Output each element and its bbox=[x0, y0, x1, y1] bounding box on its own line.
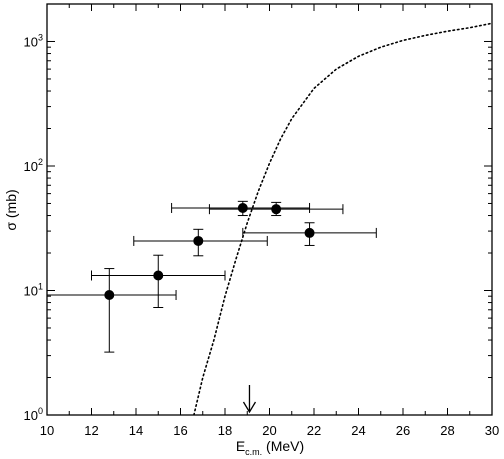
points-layer bbox=[46, 200, 377, 353]
data-marker bbox=[304, 227, 315, 238]
x-tick-label: 30 bbox=[485, 423, 499, 438]
theory-curve-dotted bbox=[193, 22, 492, 415]
x-tick-label: 26 bbox=[396, 423, 410, 438]
y-tick-label-base: 10 bbox=[24, 283, 38, 298]
data-marker bbox=[153, 270, 164, 281]
y-tick-label: 102 bbox=[24, 157, 43, 174]
y-tick-label-exponent: 0 bbox=[38, 406, 43, 416]
data-point bbox=[208, 201, 344, 217]
x-tick-label: 22 bbox=[307, 423, 321, 438]
x-axis-title-main: E bbox=[236, 438, 245, 454]
data-point bbox=[46, 268, 177, 353]
data-marker bbox=[193, 235, 204, 246]
x-tick-label: 28 bbox=[440, 423, 454, 438]
x-axis-title: Ec.m. (MeV) bbox=[236, 438, 304, 457]
x-tick-label: 24 bbox=[351, 423, 365, 438]
annotation-layer bbox=[242, 385, 257, 414]
y-tick-label-exponent: 2 bbox=[38, 157, 43, 167]
x-tick-label: 12 bbox=[84, 423, 98, 438]
x-tick-label: 10 bbox=[40, 423, 54, 438]
y-tick-label-base: 10 bbox=[24, 159, 38, 174]
data-point bbox=[133, 228, 268, 257]
data-point bbox=[171, 200, 311, 217]
data-point bbox=[91, 254, 226, 309]
y-tick-label-base: 10 bbox=[24, 34, 38, 49]
y-tick-label-base: 10 bbox=[24, 408, 38, 423]
x-tick-label: 14 bbox=[129, 423, 143, 438]
x-tick-label: 18 bbox=[218, 423, 232, 438]
arrow-head bbox=[242, 401, 257, 414]
x-tick-label: 16 bbox=[173, 423, 187, 438]
y-tick-label: 103 bbox=[24, 32, 43, 49]
y-axis-title: σ (mb) bbox=[3, 189, 19, 230]
y-tick-label-exponent: 3 bbox=[38, 32, 43, 42]
data-point bbox=[242, 222, 377, 246]
curve-layer bbox=[193, 22, 492, 415]
x-axis-title-subscript: c.m. bbox=[245, 447, 262, 457]
data-marker bbox=[104, 290, 115, 301]
y-tick-label-exponent: 1 bbox=[38, 281, 43, 291]
x-axis-title-unit: (MeV) bbox=[262, 438, 304, 454]
y-tick-label: 100 bbox=[24, 406, 43, 423]
data-marker bbox=[237, 202, 248, 213]
y-tick-label: 101 bbox=[24, 281, 43, 298]
data-marker bbox=[271, 204, 282, 215]
x-tick-label: 20 bbox=[262, 423, 276, 438]
